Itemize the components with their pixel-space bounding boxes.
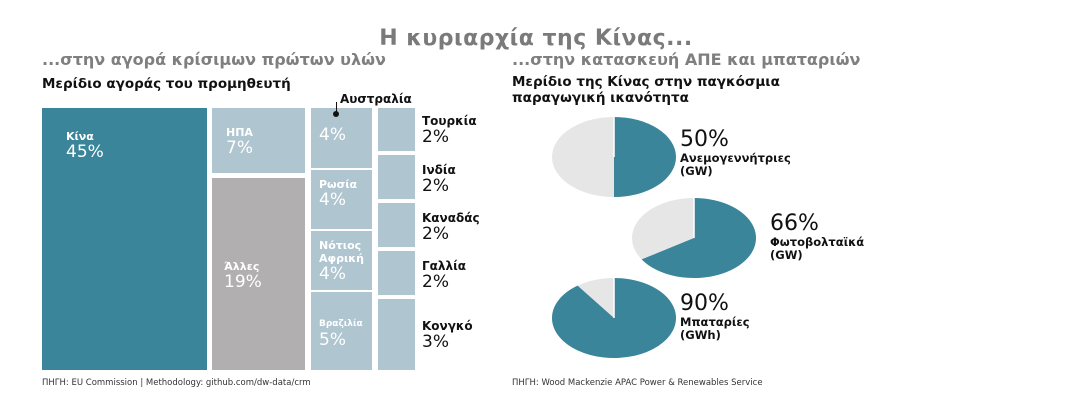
right-source: ΠΗΓΗ: Wood Mackenzie APAC Power & Renewa… — [512, 378, 763, 388]
pie — [552, 117, 676, 197]
treemap-cell — [378, 155, 415, 199]
right-header-2: παραγωγική ικανότητα — [512, 90, 689, 106]
pie-category: Μπαταρίες — [680, 315, 750, 329]
main-title: Η κυριαρχία της Κίνας... — [379, 26, 693, 51]
cell-value: 7% — [226, 138, 253, 158]
cell-label: Νότιος Αφρική — [319, 239, 364, 265]
treemap-cell: ΗΠΑ 7% — [212, 108, 305, 173]
cell-value: 4% — [319, 190, 346, 210]
pie-label: 66% Φωτοβολταϊκά (GW) — [770, 212, 864, 262]
pie-china-slice — [641, 198, 756, 279]
left-subtitle: ...στην αγορά κρίσιμων πρώτων υλών — [42, 50, 386, 69]
cell-value: 4% — [319, 264, 346, 284]
cell-value: 5% — [319, 330, 346, 350]
treemap-cell — [378, 251, 415, 295]
right-subtitle: ...στην κατασκευή ΑΠΕ και μπαταριών — [512, 50, 861, 69]
pie-china-slice — [614, 117, 676, 197]
australia-dot — [333, 111, 339, 117]
pie-category: Ανεμογεννήτριες — [680, 151, 791, 165]
pie-label: 50% Ανεμογεννήτριες (GW) — [680, 128, 791, 178]
treemap-cell: Νότιος Αφρική 4% — [311, 231, 372, 290]
treemap-cell: Κίνα 45% — [42, 108, 207, 370]
pie-category: Φωτοβολταϊκά — [770, 235, 865, 249]
treemap-cell: Άλλες 19% — [212, 178, 305, 370]
treemap-cell: Ρωσία 4% — [311, 170, 372, 229]
treemap-cell — [378, 108, 415, 151]
cell-value: 19% — [224, 272, 262, 292]
cell-label: ΗΠΑ — [226, 126, 253, 139]
pie — [632, 198, 756, 279]
country-label: Ινδία 2% — [422, 163, 456, 196]
pie — [551, 278, 676, 359]
treemap-cell — [378, 299, 415, 370]
australia-label: Αυστραλία — [340, 92, 412, 106]
pie-unit: (GWh) — [680, 328, 721, 342]
pie-unit: (GW) — [680, 164, 713, 178]
country-label: Τουρκία 2% — [422, 114, 477, 147]
treemap-cell — [378, 203, 415, 247]
australia-pointer — [336, 102, 337, 112]
country-label: Γαλλία 2% — [422, 259, 466, 292]
treemap-cell: 4% — [311, 108, 372, 168]
country-label: Καναδάς 2% — [422, 211, 480, 244]
cell-value: 45% — [66, 142, 104, 162]
pie-value: 90% — [680, 291, 729, 316]
pie-label: 90% Μπαταρίες (GWh) — [680, 292, 750, 342]
treemap-cell: Βραζιλία 5% — [311, 292, 372, 370]
cell-value: 4% — [319, 125, 346, 145]
left-header: Μερίδιο αγοράς του προμηθευτή — [42, 76, 291, 92]
pie-unit: (GW) — [770, 248, 803, 262]
left-source: ΠΗΓΗ: EU Commission | Methodology: githu… — [42, 378, 311, 388]
right-header-1: Μερίδιο της Κίνας στην παγκόσμια — [512, 74, 780, 90]
cell-label: Ρωσία — [319, 178, 358, 191]
country-label: Κονγκό 3% — [422, 319, 473, 352]
pie-value: 66% — [770, 211, 819, 236]
cell-label: Βραζιλία — [319, 319, 363, 329]
cell-label: Κίνα — [66, 130, 94, 143]
pie-value: 50% — [680, 127, 729, 152]
cell-label: Άλλες — [224, 260, 260, 273]
